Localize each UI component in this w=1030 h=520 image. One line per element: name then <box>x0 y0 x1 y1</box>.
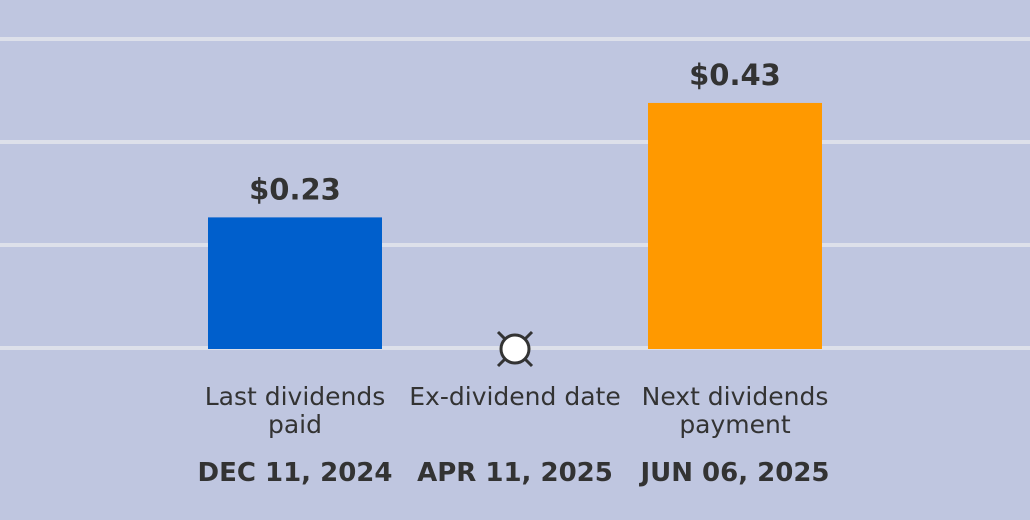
value-label: $0.43 <box>689 58 781 92</box>
date-label: JUN 06, 2025 <box>640 458 830 488</box>
date-label: DEC 11, 2024 <box>197 458 393 488</box>
date-label: APR 11, 2025 <box>417 458 613 488</box>
bar <box>648 102 822 349</box>
bar <box>208 217 382 349</box>
value-label: $0.23 <box>249 172 341 206</box>
category-label: Next dividends payment <box>641 382 829 439</box>
marker-circle <box>499 333 531 365</box>
ex-dividend-marker <box>496 330 534 368</box>
category-label: Ex-dividend date <box>409 382 621 411</box>
category-label: Last dividends paid <box>204 382 386 439</box>
